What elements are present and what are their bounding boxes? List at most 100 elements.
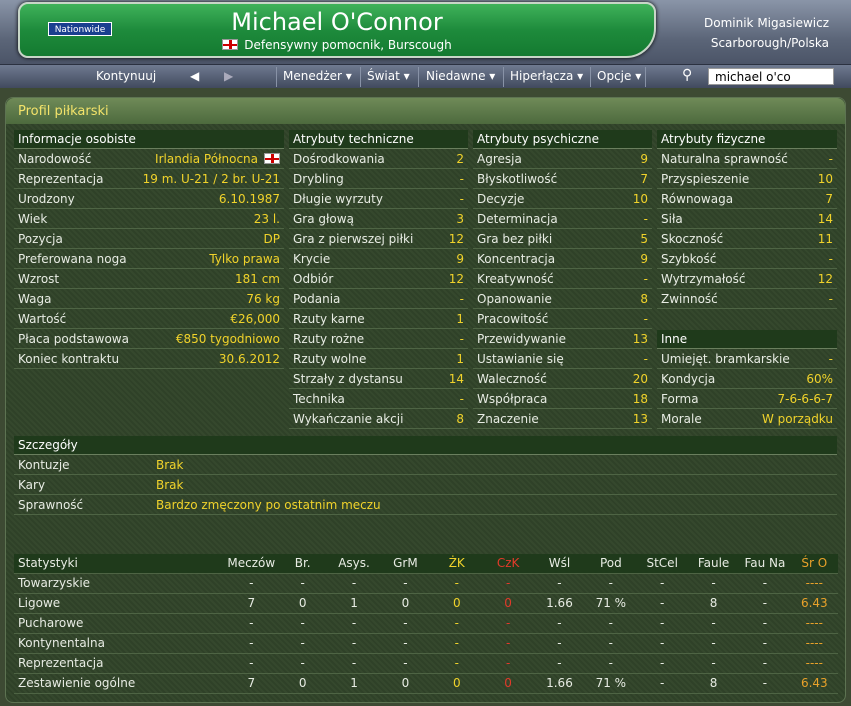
attribute-value: - — [643, 272, 648, 286]
mental-attributes-section: Atrybuty psychiczne Agresja 9 Błyskotliwość… — [473, 130, 652, 429]
stats-column-header[interactable]: Faule — [687, 554, 740, 574]
attribute-row: Drybling - — [289, 169, 468, 189]
attribute-value: 7 — [640, 172, 648, 186]
stats-cell: - — [225, 633, 277, 654]
stats-cell: - — [585, 653, 637, 674]
attribute-value: Brak — [156, 478, 184, 492]
stats-column-header[interactable]: Meczów — [225, 554, 277, 574]
attribute-row: Siła 14 — [657, 209, 837, 229]
stats-cell: 7 — [225, 593, 277, 614]
attribute-row: Rzuty karne 1 — [289, 309, 468, 329]
stats-column-header[interactable]: Pod — [585, 554, 637, 574]
attribute-row: Błyskotliwość 7 — [473, 169, 652, 189]
stats-cell: - — [636, 673, 688, 694]
attribute-label: Preferowana noga — [18, 252, 127, 266]
stats-cell: - — [225, 573, 277, 594]
attribute-row: Waga 76 kg — [14, 289, 284, 309]
back-arrow-icon[interactable]: ◀ — [190, 69, 200, 83]
stats-cell: - — [328, 633, 380, 654]
attribute-row: Rzuty rożne - — [289, 329, 468, 349]
attribute-label: Reprezentacja — [18, 172, 104, 186]
attribute-value: - — [459, 292, 464, 306]
menu-manager[interactable]: Menedżer ▾ — [283, 69, 352, 83]
stats-cell: - — [328, 653, 380, 674]
section-header: Atrybuty fizyczne — [657, 130, 837, 149]
menu-options[interactable]: Opcje ▾ — [597, 69, 642, 83]
stats-cell: - — [431, 633, 483, 654]
menu-hyperlinks[interactable]: Hiperłącza ▾ — [510, 69, 584, 83]
stats-column-header[interactable]: ŻK — [431, 554, 483, 574]
stats-column-header[interactable]: Wśl — [533, 554, 586, 574]
stats-column-header[interactable]: Br. — [277, 554, 329, 574]
stats-row: Kontynentalna - - - - - - - - - - - ---- — [14, 633, 838, 654]
panel-title: Profil piłkarski — [6, 98, 845, 124]
stats-column-header[interactable]: CzK — [482, 554, 534, 574]
stats-cell: - — [431, 613, 483, 634]
attribute-row: Agresja 9 — [473, 149, 652, 169]
menu-recent[interactable]: Niedawne ▾ — [426, 69, 496, 83]
stats-cell: - — [482, 653, 534, 674]
attribute-label: Szybkość — [661, 252, 717, 266]
continue-button[interactable]: Kontynuuj — [96, 69, 157, 83]
attribute-row: Pozycja DP — [14, 229, 284, 249]
attribute-label: Pozycja — [18, 232, 63, 246]
attribute-label: Sprawność — [18, 498, 84, 512]
stats-column-header[interactable]: Śr O — [790, 554, 838, 574]
manager-club[interactable]: Scarborough/Polska — [710, 36, 829, 50]
attribute-label: Forma — [661, 392, 699, 406]
stats-column-header[interactable]: Statystyki — [14, 554, 226, 574]
stats-cell: - — [636, 613, 688, 634]
search-icon[interactable]: ⚲ — [682, 67, 693, 83]
attribute-label: Drybling — [293, 172, 344, 186]
attribute-label: Podania — [293, 292, 341, 306]
technical-attributes-section: Atrybuty techniczne Dośrodkowania 2 Dryblin… — [289, 130, 468, 429]
stats-column-header[interactable]: StCel — [636, 554, 688, 574]
stats-cell: - — [225, 613, 277, 634]
attribute-label: Znaczenie — [477, 412, 539, 426]
attribute-label: Wartość — [18, 312, 67, 326]
divider — [276, 67, 277, 87]
attribute-label: Umiejęt. bramkarskie — [661, 352, 790, 366]
attribute-label: Wzrost — [18, 272, 60, 286]
attribute-value: 7-6-6-6-7 — [777, 392, 834, 406]
stats-row: Pucharowe - - - - - - - - - - - ---- — [14, 613, 838, 634]
attribute-value: 13 — [632, 332, 648, 346]
stats-column-header[interactable]: Asys. — [328, 554, 380, 574]
attribute-label: Odbiór — [293, 272, 334, 286]
search-input[interactable]: michael o'co — [708, 68, 834, 85]
manager-name[interactable]: Dominik Migasiewicz — [704, 16, 829, 30]
stats-cell: 0 — [482, 593, 534, 614]
section-header: Szczegóły — [14, 436, 837, 455]
attribute-value: - — [459, 332, 464, 346]
forward-arrow-icon[interactable]: ▶ — [224, 69, 234, 83]
stats-column-header[interactable]: Fau Na — [739, 554, 791, 574]
attribute-row: Determinacja - — [473, 209, 652, 229]
player-profile-panel: Profil piłkarski Informacje osobiste Naro… — [5, 97, 846, 703]
attribute-row: Przewidywanie 13 — [473, 329, 652, 349]
attribute-value: 1 — [456, 312, 464, 326]
stats-column-header[interactable]: GrM — [379, 554, 432, 574]
attribute-label: Błyskotliwość — [477, 172, 558, 186]
attribute-label: Równowaga — [661, 192, 734, 206]
attribute-value: 181 cm — [234, 272, 280, 286]
attribute-value: - — [828, 252, 833, 266]
attribute-row: Kary Brak — [14, 475, 837, 495]
attribute-label: Rzuty karne — [293, 312, 365, 326]
stats-cell: Kontynentalna — [14, 633, 226, 654]
attribute-value: 13 — [632, 412, 648, 426]
attribute-value: - — [643, 212, 648, 226]
attribute-row: Kontuzje Brak — [14, 455, 837, 475]
stats-cell: - — [739, 653, 791, 674]
attribute-label: Narodowość — [18, 152, 92, 166]
stats-header-row: Statystyki Meczów Br. Asys. GrM ŻK CzK Wśl Pod St… — [14, 554, 838, 574]
attribute-label: Koncentracja — [477, 252, 556, 266]
menu-world[interactable]: Świat ▾ — [367, 69, 410, 83]
stats-cell: 7 — [225, 673, 277, 694]
attribute-row: Forma 7-6-6-6-7 — [657, 389, 837, 409]
attribute-label: Kary — [18, 478, 46, 492]
section-header: Informacje osobiste — [14, 130, 284, 149]
attribute-value: 76 kg — [246, 292, 280, 306]
stats-cell: Zestawienie ogólne — [14, 673, 226, 694]
attribute-value: 8 — [640, 292, 648, 306]
attribute-row: Reprezentacja 19 m. U-21 / 2 br. U-21 — [14, 169, 284, 189]
